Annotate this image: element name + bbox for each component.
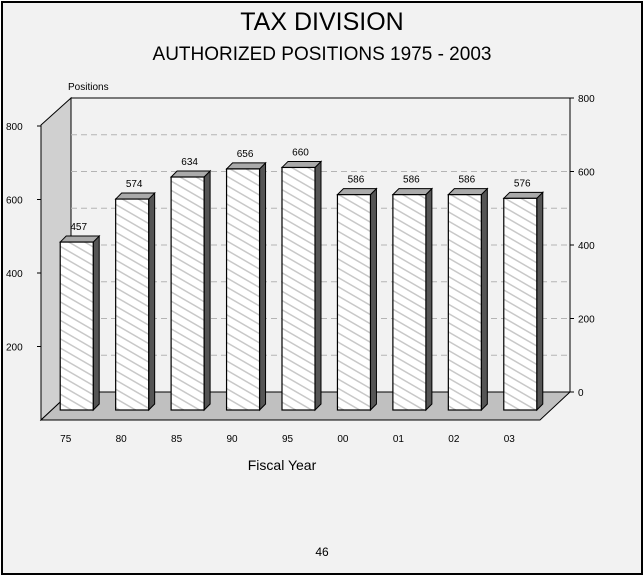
x-tick-label: 90 [226, 434, 238, 445]
left-tick-label: 800 [6, 122, 23, 133]
right-tick-label: 600 [578, 168, 595, 179]
right-tick-label: 200 [578, 315, 595, 326]
bar-top [336, 188, 378, 196]
bar-side [92, 234, 100, 412]
bar [170, 176, 205, 411]
bar-top [114, 192, 156, 200]
bar [225, 168, 261, 411]
x-tick-label: 02 [448, 434, 460, 445]
bar-side [369, 187, 377, 412]
bar [336, 194, 372, 411]
x-axis-label: Fiscal Year [248, 457, 317, 473]
bar-top [391, 188, 434, 196]
bar [281, 166, 316, 411]
x-tick-label: 01 [393, 434, 405, 445]
bar-side [259, 161, 267, 412]
chart-subtitle: AUTHORIZED POSITIONS 1975 - 2003 [152, 44, 492, 65]
bar-value-label: 660 [292, 147, 309, 158]
bar-side [314, 160, 322, 412]
bar-value-label: 656 [237, 149, 254, 160]
bar-value-label: 586 [403, 175, 420, 186]
right-tick-label: 800 [578, 94, 595, 105]
bar [59, 241, 94, 411]
left-tick-label: 200 [6, 343, 23, 354]
bar [115, 198, 150, 411]
bar-top [280, 160, 323, 168]
left-tick-label: 400 [6, 269, 23, 280]
right-tick-label: 0 [578, 388, 584, 399]
bar-value-label: 574 [126, 179, 143, 190]
x-tick-label: 75 [60, 434, 72, 445]
x-tick-label: 80 [116, 434, 128, 445]
bar-side [203, 169, 211, 412]
bar-value-label: 634 [181, 157, 198, 168]
bar-side [480, 187, 488, 412]
x-tick-label: 95 [282, 434, 294, 445]
bar-side [425, 187, 433, 412]
y-axis-label: Positions [68, 82, 109, 93]
bar-side [536, 191, 544, 412]
right-tick-label: 400 [578, 241, 595, 252]
x-tick-label: 03 [504, 434, 516, 445]
bar-top [225, 162, 267, 170]
bar-value-label: 576 [514, 178, 531, 189]
bar-value-label: 457 [70, 222, 87, 233]
left-tick-label: 600 [6, 196, 23, 207]
chart-title: TAX DIVISION [240, 8, 404, 36]
bar-top [502, 191, 544, 199]
bar-top [447, 188, 489, 196]
bar [503, 197, 538, 411]
bar-value-label: 586 [458, 175, 475, 186]
bar [447, 194, 482, 411]
x-tick-label: 85 [171, 434, 183, 445]
bar-value-label: 586 [348, 175, 365, 186]
bar-side [148, 191, 156, 412]
page-number: 46 [315, 545, 329, 559]
bar-top [169, 170, 212, 178]
bar [392, 194, 427, 411]
bar-top [59, 235, 101, 243]
x-tick-label: 00 [337, 434, 349, 445]
